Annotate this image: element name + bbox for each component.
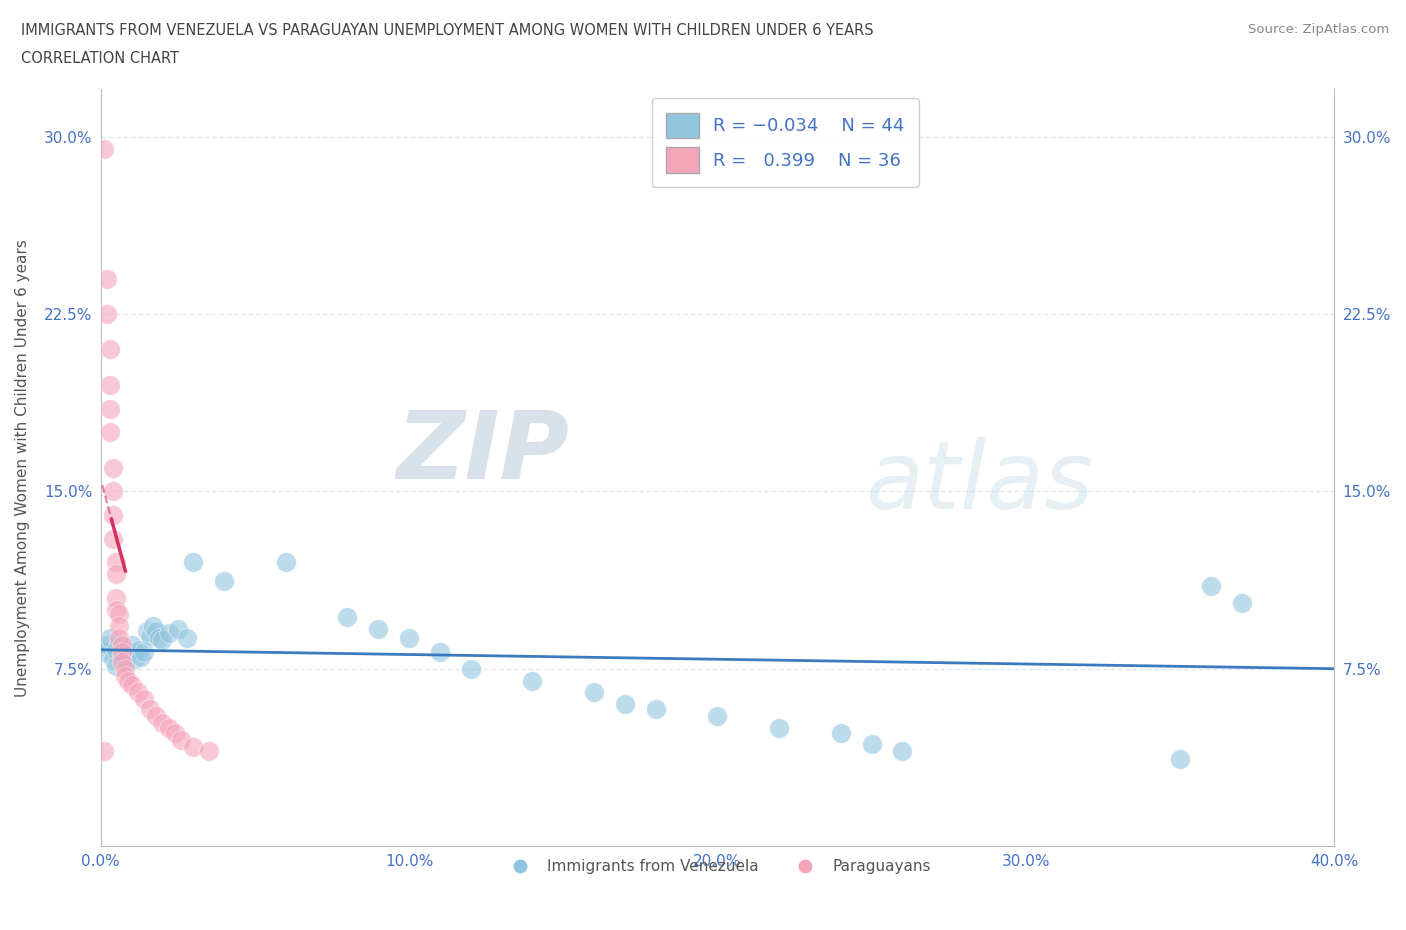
Point: [101, 652, 124, 667]
Point: [176, 631, 198, 645]
Point: [105, 555, 128, 570]
Point: [157, 626, 180, 641]
Point: [1199, 578, 1222, 593]
Point: [429, 644, 451, 659]
Point: [613, 697, 636, 711]
Y-axis label: Unemployment Among Women with Children Under 6 years: Unemployment Among Women with Children U…: [15, 239, 30, 697]
Point: [583, 684, 606, 699]
Point: [105, 643, 128, 658]
Point: [166, 621, 188, 636]
Point: [124, 652, 146, 667]
Point: [98, 631, 121, 645]
Point: [1168, 751, 1191, 766]
Point: [460, 661, 482, 676]
Point: [1230, 595, 1253, 610]
Point: [108, 618, 131, 633]
Point: [111, 654, 134, 669]
Point: [105, 659, 128, 674]
Point: [367, 621, 389, 636]
Point: [891, 744, 914, 759]
Point: [101, 531, 124, 546]
Point: [101, 460, 124, 475]
Point: [139, 701, 162, 716]
Point: [136, 623, 159, 638]
Point: [105, 602, 128, 617]
Point: [111, 638, 134, 653]
Point: [170, 732, 193, 747]
Point: [152, 716, 174, 731]
Point: [93, 644, 115, 659]
Point: [117, 644, 139, 659]
Point: [121, 678, 143, 693]
Point: [93, 141, 115, 156]
Point: [152, 633, 174, 648]
Point: [336, 609, 359, 624]
Point: [830, 725, 852, 740]
Point: [181, 739, 204, 754]
Point: [139, 628, 162, 643]
Point: [96, 638, 118, 653]
Point: [114, 669, 136, 684]
Point: [108, 635, 131, 650]
Point: [132, 692, 155, 707]
Point: [111, 649, 134, 664]
Point: [860, 737, 883, 751]
Point: [121, 638, 143, 653]
Point: [398, 631, 420, 645]
Point: [163, 725, 186, 740]
Text: Source: ZipAtlas.com: Source: ZipAtlas.com: [1249, 23, 1389, 36]
Point: [212, 574, 235, 589]
Point: [274, 555, 297, 570]
Point: [145, 623, 167, 638]
Point: [111, 644, 134, 659]
Point: [157, 721, 180, 736]
Point: [114, 654, 136, 669]
Point: [93, 744, 115, 759]
Point: [105, 591, 128, 605]
Point: [127, 643, 149, 658]
Point: [98, 378, 121, 392]
Point: [148, 631, 170, 645]
Point: [706, 709, 728, 724]
Point: [101, 484, 124, 498]
Point: [132, 644, 155, 659]
Point: [105, 566, 128, 581]
Point: [96, 272, 118, 286]
Point: [117, 673, 139, 688]
Point: [197, 744, 219, 759]
Point: [644, 701, 666, 716]
Text: CORRELATION CHART: CORRELATION CHART: [21, 51, 179, 66]
Point: [145, 709, 167, 724]
Point: [768, 721, 790, 736]
Point: [142, 618, 165, 633]
Point: [522, 673, 544, 688]
Text: IMMIGRANTS FROM VENEZUELA VS PARAGUAYAN UNEMPLOYMENT AMONG WOMEN WITH CHILDREN U: IMMIGRANTS FROM VENEZUELA VS PARAGUAYAN …: [21, 23, 873, 38]
Point: [127, 684, 149, 699]
Legend: Immigrants from Venezuela, Paraguayans: Immigrants from Venezuela, Paraguayans: [498, 853, 936, 880]
Point: [129, 649, 152, 664]
Point: [98, 401, 121, 416]
Point: [98, 425, 121, 440]
Point: [96, 307, 118, 322]
Point: [98, 342, 121, 357]
Point: [101, 508, 124, 523]
Point: [108, 607, 131, 622]
Point: [114, 661, 136, 676]
Point: [108, 631, 131, 645]
Text: atlas: atlas: [866, 437, 1094, 528]
Point: [181, 555, 204, 570]
Text: ZIP: ZIP: [396, 406, 569, 498]
